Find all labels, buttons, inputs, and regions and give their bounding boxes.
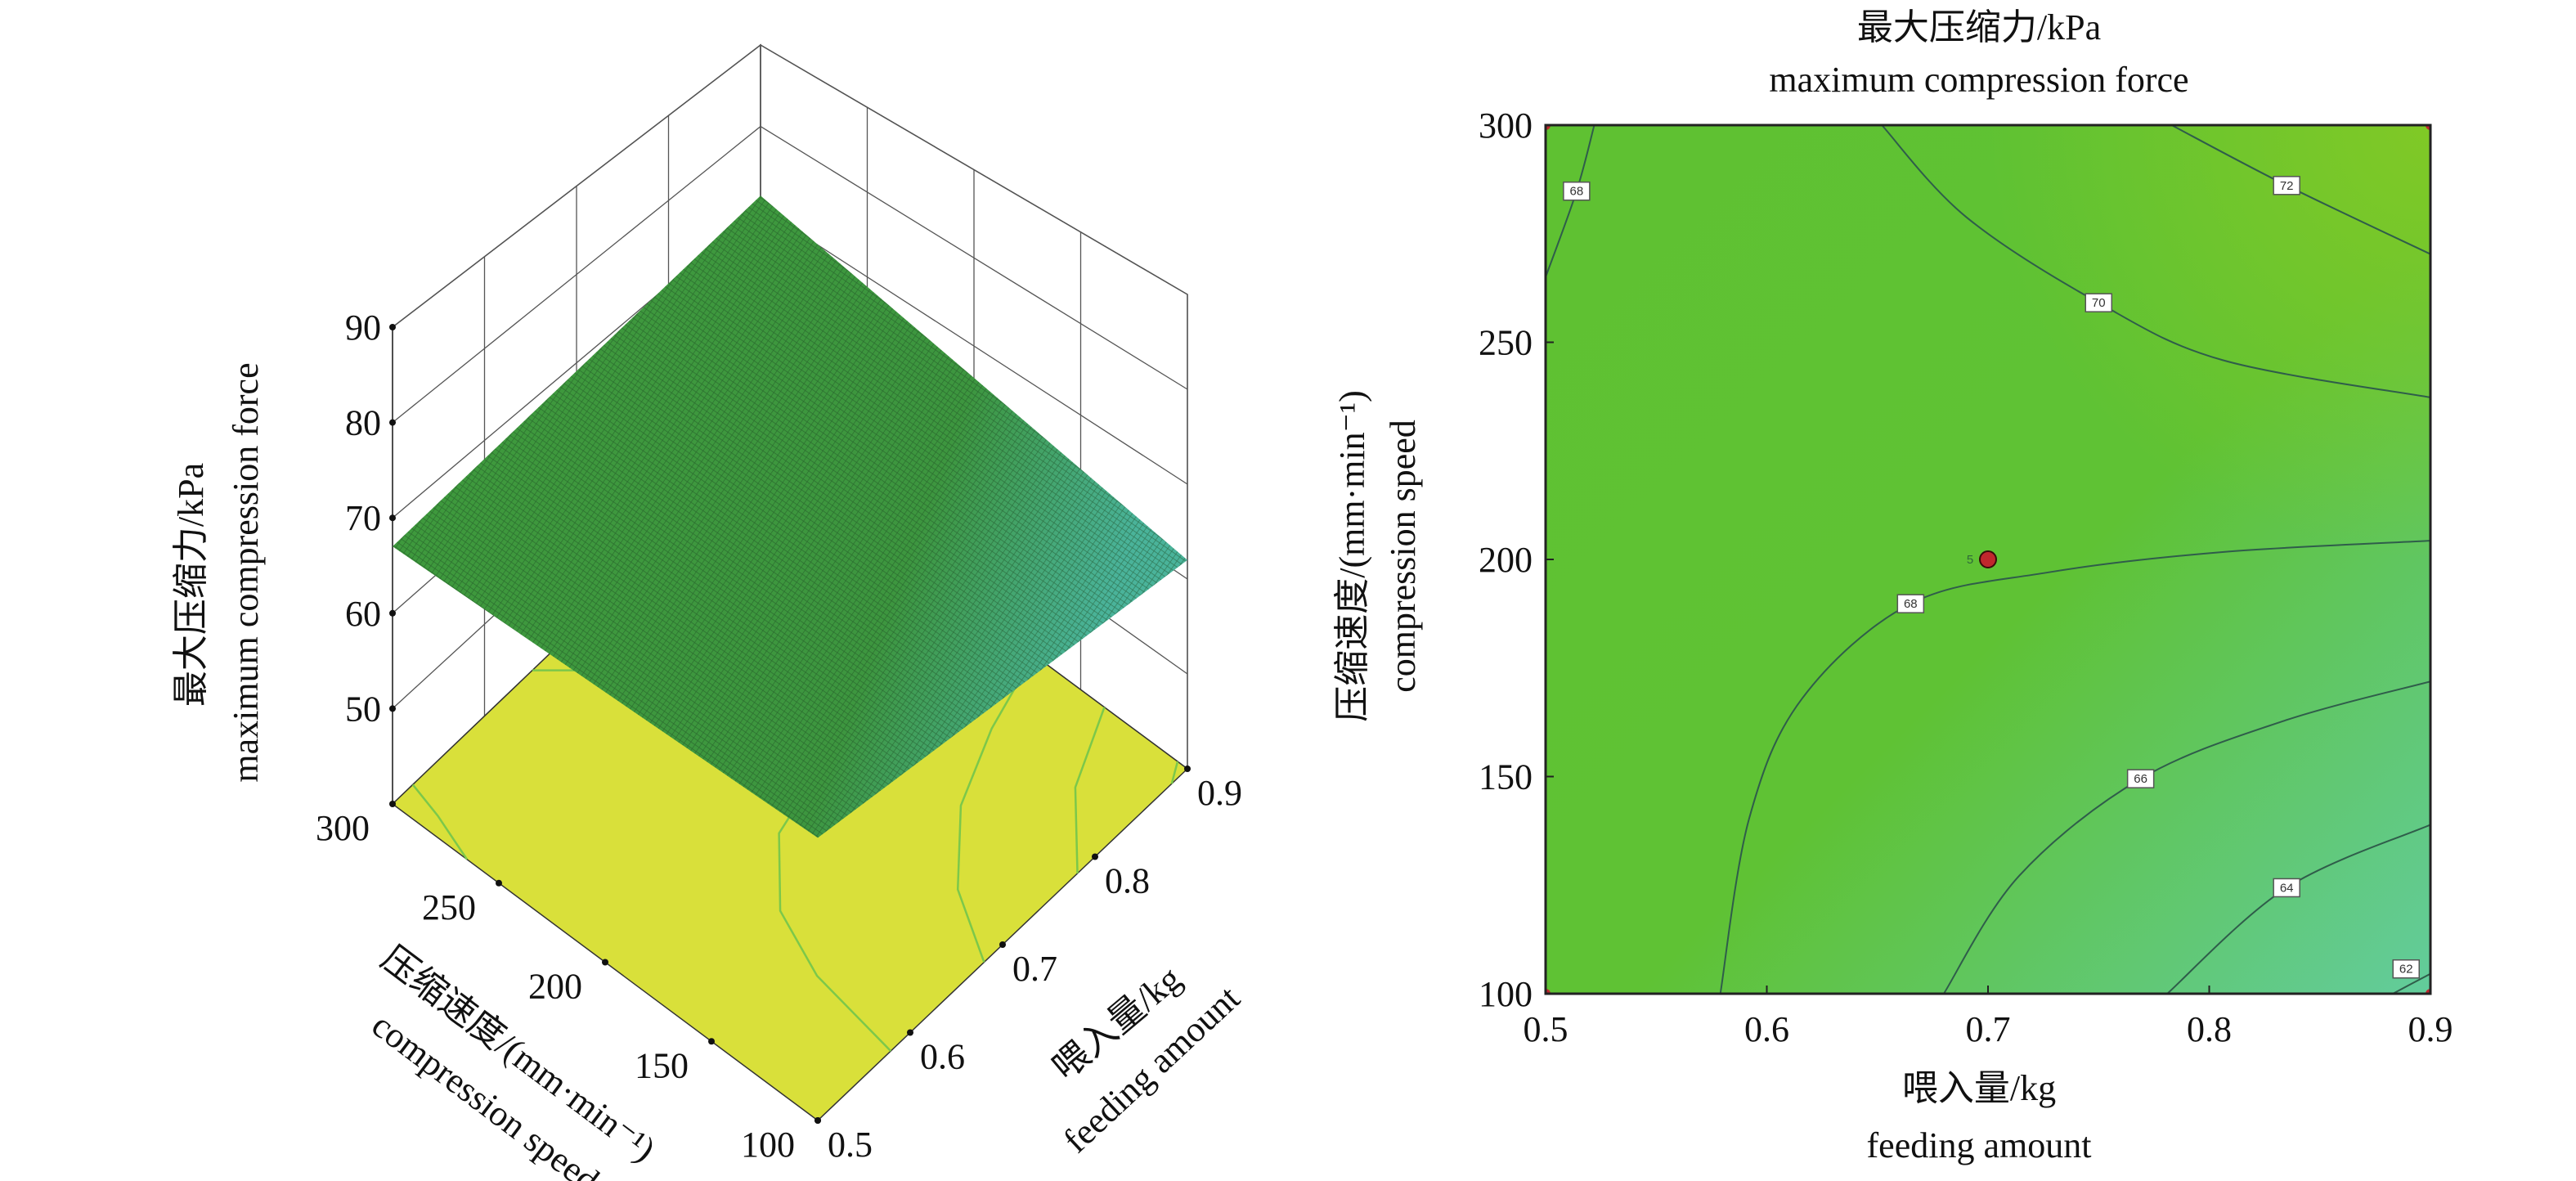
contour-level-label: 68 [1904,597,1918,611]
axes-3d: 50 60 70 80 90 100 150 200 250 300 0.5 0.6 0.7 0.8 0.9 [316,308,1242,1165]
speed-tick-label: 150 [635,1045,689,1085]
y-tick-label: 100 [1479,974,1533,1014]
speed-tick-mark [708,1038,715,1045]
contour-level-label: 66 [2134,772,2147,786]
feed-tick-label: 0.7 [1012,949,1057,989]
y-tick-label: 250 [1479,323,1533,363]
speed-tick-mark [602,959,608,966]
feed-tick-label: 0.9 [1197,773,1242,813]
speed-tick-label: 200 [528,967,582,1007]
contour-label-box [2126,769,2155,788]
z-tick-label: 50 [345,689,381,729]
surface-plot-3d: 50 60 70 80 90 100 150 200 250 300 0.5 0.6 0.7 0.8 0.9… [171,43,1247,1181]
z-axis-label-cn: 最大压缩力/kPa [171,463,211,707]
design-point-count: 5 [1967,553,1973,567]
contour-label-box [2392,959,2420,979]
contour-label-box [2085,293,2112,312]
floor-contour-line [1170,761,1179,784]
contour-x-label-en: feeding amount [1867,1125,2092,1165]
z-tick-mark [389,609,396,617]
contour-label-box [1896,594,1925,613]
contour-x-label-cn: 喂入量/kg [1902,1068,2056,1108]
design-point-marker [1979,550,1997,568]
speed-tick-label: 100 [741,1125,795,1165]
x-tick-label: 0.7 [1966,1009,2011,1049]
z-tick-label: 90 [345,308,381,348]
y-tick-label: 150 [1479,757,1533,797]
contour-level-label: 70 [2092,296,2106,310]
contour-level-label: 68 [1570,185,1584,199]
x-tick-label: 0.5 [1524,1009,1568,1049]
y-tick-label: 200 [1479,540,1533,580]
z-tick-mark [389,324,396,330]
z-tick-label: 60 [345,594,381,634]
wall-gridline [392,44,1188,328]
floor-contour-line [411,784,469,860]
speed-tick-mark [496,879,502,887]
feed-tick-mark [999,941,1006,948]
feed-tick-label: 0.5 [828,1125,873,1165]
floor-contour-line [956,654,1035,963]
contour-title-cn: 最大压缩力/kPa [1857,7,2101,47]
y-tick-label: 300 [1479,106,1533,146]
z-axis-label-en: maximum compression force [226,362,266,782]
contour-axes: 0.5 0.6 0.7 0.8 0.9 100 150 200 250 300 [1479,106,2453,1049]
feed-tick-label: 0.6 [920,1037,965,1077]
contour-y-label-cn: 压缩速度/(mm·min⁻¹) [1332,390,1372,722]
z-tick-label: 70 [345,498,381,538]
x-tick-label: 0.8 [2187,1009,2232,1049]
x-tick-label: 0.6 [1744,1009,1789,1049]
z-tick-mark [389,514,396,522]
contour-level-label: 64 [2280,881,2294,895]
contour-level-label: 72 [2280,179,2294,193]
contour-level-label: 62 [2399,963,2413,977]
speed-tick-label: 250 [422,887,476,927]
feed-tick-label: 0.8 [1105,861,1150,901]
z-tick-mark [389,419,396,426]
feed-tick-mark [1184,766,1191,772]
x-tick-label: 0.9 [2408,1009,2453,1049]
contour-label-box [2273,878,2300,898]
speed-tick-label: 300 [316,808,370,848]
floor-contour-line [1074,707,1106,873]
z-tick-mark [389,705,396,712]
feed-tick-mark [1092,853,1098,860]
contour-plot: 最大压缩力/kPa maximum compression force 68 70… [1332,7,2453,1165]
speed-tick-mark [389,801,396,807]
z-tick-label: 80 [345,403,381,443]
contour-label-box [2273,176,2300,195]
surface-mesh [393,195,1187,838]
contour-y-label-en: compression speed [1383,420,1423,693]
contour-label-box [1563,181,1591,201]
wall-gridline [392,125,1188,424]
contour-title-en: maximum compression force [1769,60,2188,100]
feed-tick-mark [907,1029,913,1036]
feed-tick-mark [815,1117,821,1124]
